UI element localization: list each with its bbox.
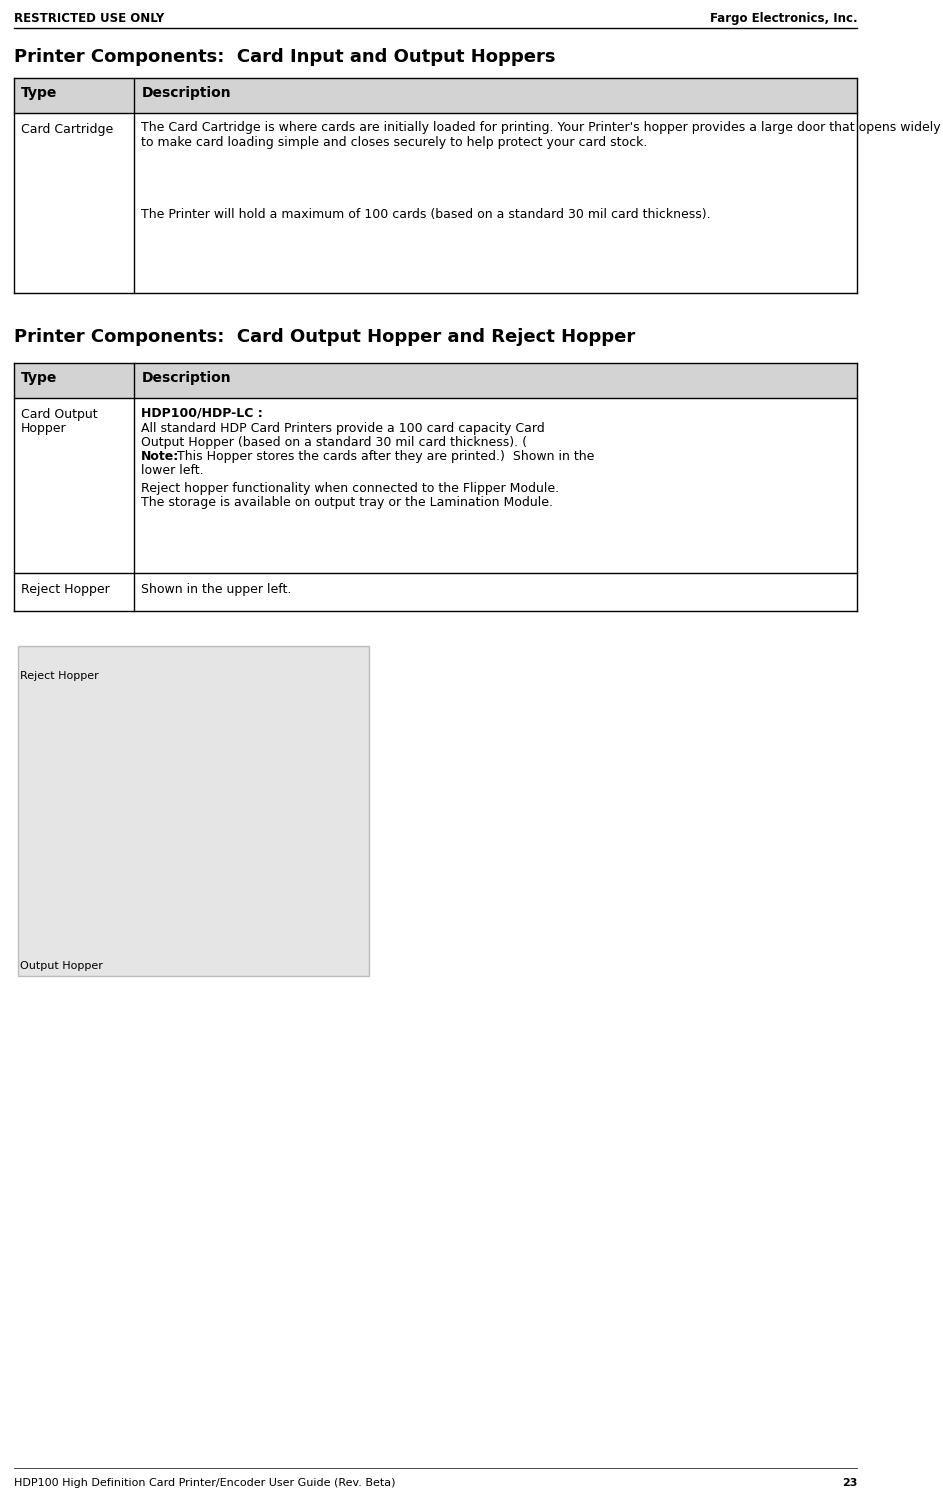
Text: lower left.: lower left. (141, 464, 204, 477)
Text: All standard HDP Card Printers provide a 100 card capacity Card: All standard HDP Card Printers provide a… (141, 422, 545, 435)
Text: The storage is available on output tray or the Lamination Module.: The storage is available on output tray … (141, 497, 554, 509)
Text: Description: Description (141, 85, 231, 100)
Text: Description: Description (141, 371, 231, 384)
Text: HDP100/HDP-LC :: HDP100/HDP-LC : (141, 405, 263, 419)
Text: Note:: Note: (141, 450, 179, 462)
Text: This Hopper stores the cards after they are printed.)  Shown in the: This Hopper stores the cards after they … (173, 450, 594, 462)
Text: Shown in the upper left.: Shown in the upper left. (141, 583, 291, 595)
Text: Output Hopper (based on a standard 30 mil card thickness). (: Output Hopper (based on a standard 30 mi… (141, 435, 527, 449)
Bar (14, 78, 857, 114)
Text: Type: Type (22, 85, 58, 100)
Text: 23: 23 (842, 1478, 857, 1489)
Bar (19, 646, 370, 975)
Text: Reject Hopper: Reject Hopper (21, 672, 99, 681)
Text: Hopper: Hopper (22, 422, 67, 435)
Text: Printer Components:  Card Input and Output Hoppers: Printer Components: Card Input and Outpu… (14, 48, 555, 66)
Text: Output Hopper: Output Hopper (21, 960, 103, 971)
Text: Reject hopper functionality when connected to the Flipper Module.: Reject hopper functionality when connect… (141, 482, 559, 495)
Text: Printer Components:  Card Output Hopper and Reject Hopper: Printer Components: Card Output Hopper a… (14, 328, 635, 346)
Text: Fargo Electronics, Inc.: Fargo Electronics, Inc. (709, 12, 857, 25)
Text: Card Output: Card Output (22, 408, 98, 420)
Text: The Card Cartridge is where cards are initially loaded for printing. Your Printe: The Card Cartridge is where cards are in… (141, 121, 941, 150)
Text: The Printer will hold a maximum of 100 cards (based on a standard 30 mil card th: The Printer will hold a maximum of 100 c… (141, 208, 711, 221)
Text: Type: Type (22, 371, 58, 384)
Text: RESTRICTED USE ONLY: RESTRICTED USE ONLY (14, 12, 164, 25)
Bar (14, 364, 857, 398)
Text: Card Cartridge: Card Cartridge (22, 123, 113, 136)
Text: Reject Hopper: Reject Hopper (22, 583, 110, 595)
Text: HDP100 High Definition Card Printer/Encoder User Guide (Rev. Beta): HDP100 High Definition Card Printer/Enco… (14, 1478, 395, 1489)
